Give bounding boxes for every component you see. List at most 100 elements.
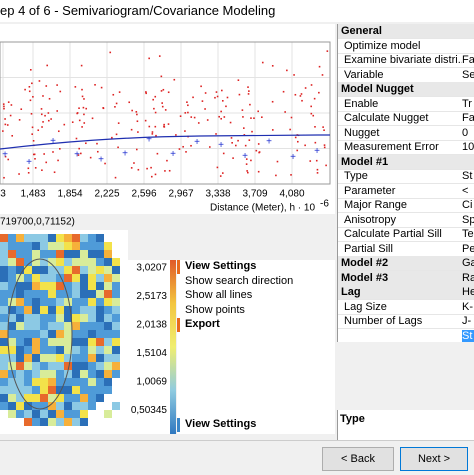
- map-cell: [24, 258, 32, 266]
- point: [294, 93, 297, 96]
- property-value[interactable]: St: [462, 329, 474, 342]
- map-cell: [112, 362, 120, 370]
- point: [85, 142, 87, 145]
- point: [94, 84, 96, 86]
- property-value[interactable]: 0: [462, 126, 469, 139]
- property-value[interactable]: Sp: [462, 213, 474, 226]
- point: [80, 152, 82, 155]
- map-cell: [0, 402, 8, 410]
- point: [145, 92, 147, 95]
- point: [167, 123, 170, 125]
- map-cell: [8, 362, 16, 370]
- point: [45, 161, 48, 164]
- point: [148, 57, 150, 60]
- property-value[interactable]: Se: [462, 68, 474, 81]
- point: [59, 148, 61, 150]
- map-cell: [24, 402, 32, 410]
- property-value[interactable]: Ci: [462, 199, 473, 211]
- point: [294, 136, 297, 139]
- map-cell: [48, 250, 56, 258]
- point: [109, 51, 112, 54]
- property-value[interactable]: <: [462, 184, 469, 197]
- map-cell: [48, 306, 56, 314]
- property-value[interactable]: Pe: [462, 242, 474, 255]
- point: [237, 139, 239, 142]
- map-cell: [0, 290, 8, 298]
- point: [192, 96, 194, 99]
- map-cell: [56, 402, 64, 410]
- map-cell: [40, 314, 48, 322]
- property-value[interactable]: K-: [462, 300, 473, 313]
- map-cell: [56, 386, 64, 394]
- property-value[interactable]: Fa: [462, 54, 474, 66]
- map-cell: [8, 266, 16, 274]
- map-cell: [56, 282, 64, 290]
- map-cell: [0, 274, 8, 282]
- back-button[interactable]: < Back: [322, 447, 394, 471]
- property-value[interactable]: Tr: [462, 97, 472, 110]
- property-value[interactable]: Fa: [462, 112, 474, 124]
- point: [316, 168, 319, 171]
- point: [2, 103, 5, 105]
- map-cell: [24, 346, 32, 354]
- average-point: +: [2, 150, 8, 161]
- point: [59, 90, 62, 93]
- menu-item[interactable]: Show search direction: [185, 274, 294, 287]
- point: [193, 116, 196, 119]
- map-cell: [16, 346, 24, 354]
- point: [31, 126, 34, 129]
- property-value[interactable]: St: [462, 170, 473, 182]
- property-name: Lag: [341, 286, 361, 298]
- property-value[interactable]: Ga: [462, 257, 474, 269]
- property-value[interactable]: 10: [462, 141, 474, 153]
- map-cell: [24, 274, 32, 282]
- map-cell: [64, 370, 72, 378]
- point: [3, 105, 5, 108]
- property-value[interactable]: Te: [462, 228, 474, 240]
- map-cell: [88, 402, 96, 410]
- map-cell: [80, 386, 88, 394]
- map-cell: [72, 418, 80, 426]
- map-cell: [88, 314, 96, 322]
- property-value[interactable]: J-: [462, 315, 472, 327]
- map-cell: [64, 242, 72, 250]
- point: [42, 95, 44, 97]
- map-cell: [40, 386, 48, 394]
- point: [244, 144, 247, 147]
- map-cell: [0, 298, 8, 306]
- map-cell: [80, 298, 88, 306]
- point: [261, 61, 264, 64]
- map-cell: [80, 322, 88, 330]
- point: [215, 91, 218, 93]
- map-cell: [16, 402, 24, 410]
- menu-item[interactable]: Show points: [185, 303, 245, 316]
- point: [80, 64, 83, 67]
- point: [34, 158, 36, 160]
- point: [136, 120, 139, 123]
- map-cell: [40, 378, 48, 386]
- map-cell: [8, 354, 16, 362]
- map-cell: [16, 362, 24, 370]
- map-cell: [32, 234, 40, 242]
- point: [130, 128, 133, 131]
- map-cell: [80, 250, 88, 258]
- point: [111, 136, 113, 139]
- property-row: Optimize model: [338, 39, 474, 54]
- title-bar: ep 4 of 6 - Semivariogram/Covariance Mod…: [0, 0, 474, 22]
- legend-background: [128, 260, 172, 434]
- map-cell: [32, 314, 40, 322]
- map-cell: [112, 298, 120, 306]
- map-cell: [80, 362, 88, 370]
- point: [85, 107, 88, 110]
- average-point: +: [98, 154, 104, 165]
- next-button[interactable]: Next >: [400, 447, 468, 471]
- map-cell: [96, 362, 104, 370]
- point: [83, 122, 86, 124]
- legend-bar: [170, 260, 176, 434]
- property-value[interactable]: Ra: [462, 271, 474, 284]
- point: [52, 151, 54, 153]
- property-value[interactable]: He: [462, 286, 474, 298]
- menu-item[interactable]: Show all lines: [185, 289, 253, 301]
- map-cell: [104, 370, 112, 378]
- point: [78, 147, 81, 150]
